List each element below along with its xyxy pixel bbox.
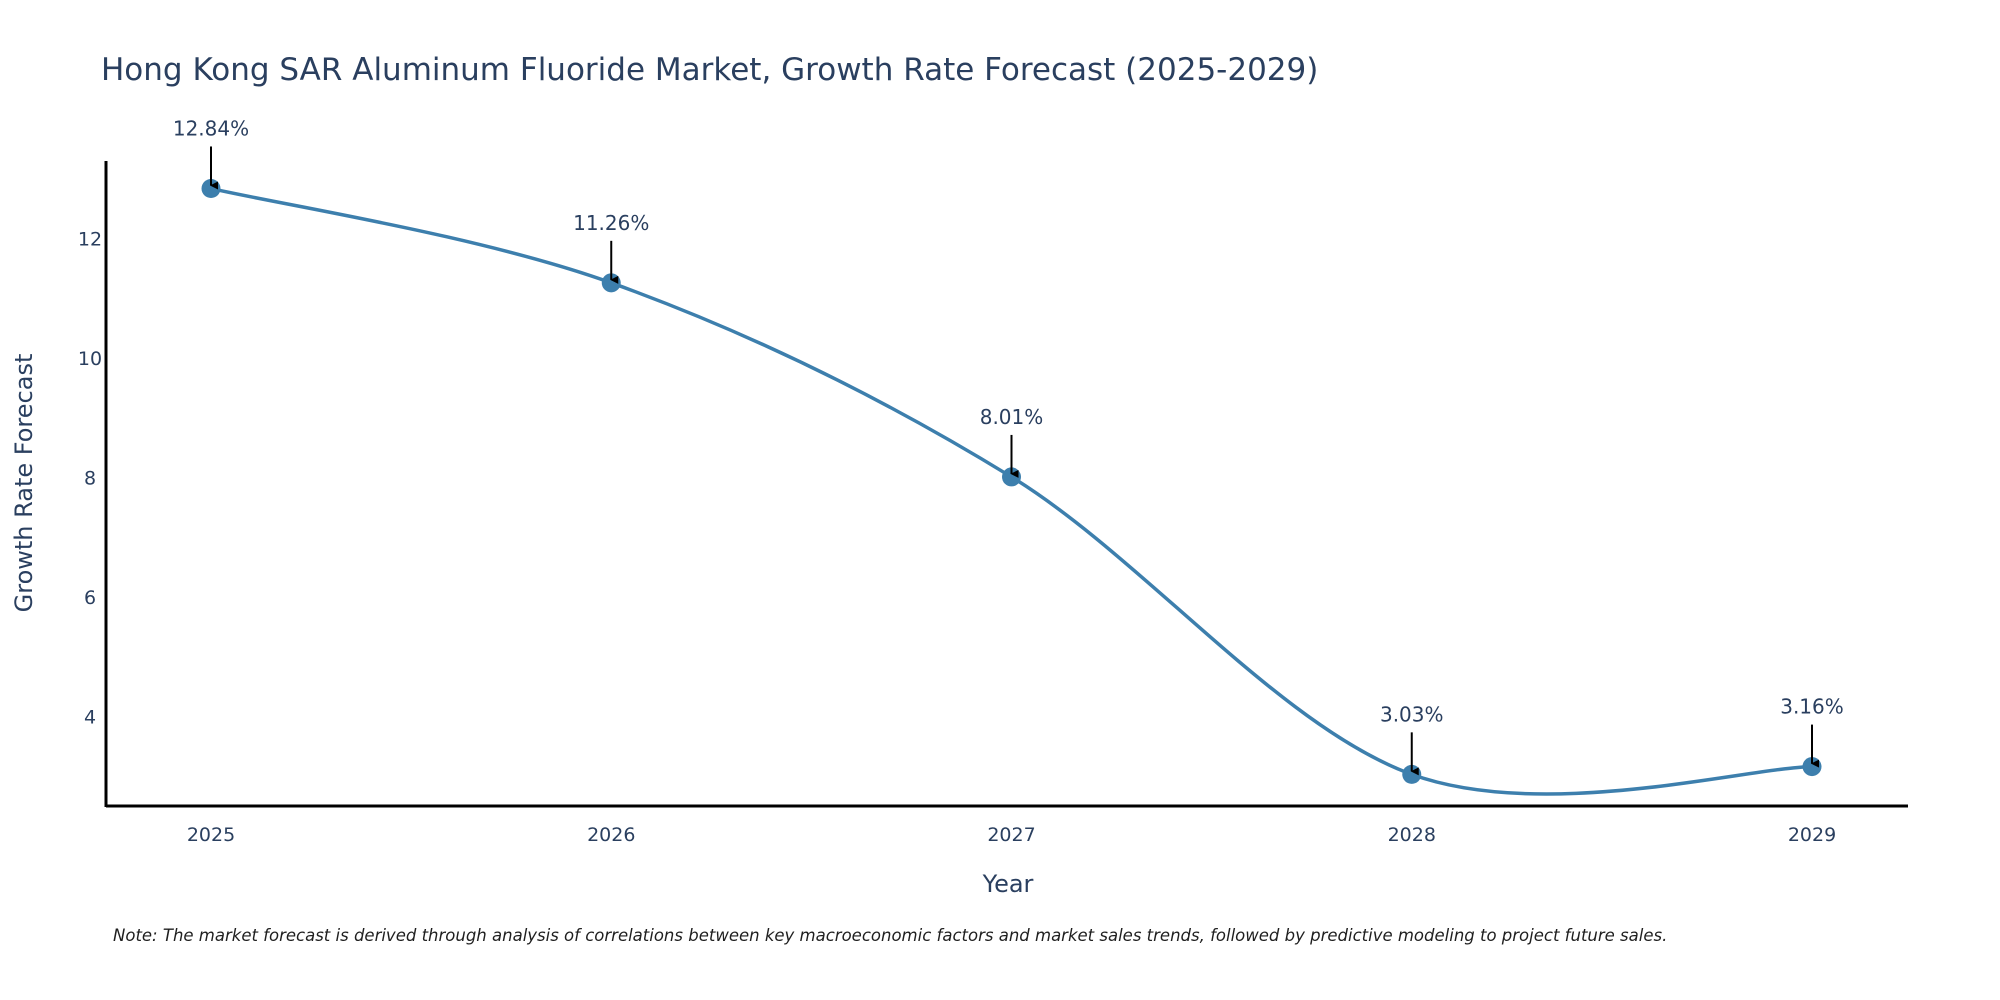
y-tick-label: 10	[78, 348, 102, 370]
annotation-label: 3.16%	[1780, 695, 1844, 719]
x-tick-label: 2026	[587, 824, 635, 846]
y-ticks: 4 6 8 10 12	[78, 229, 102, 729]
y-tick-label: 6	[84, 587, 96, 609]
annotation-label: 11.26%	[573, 211, 649, 235]
x-axis-title: Year	[982, 870, 1034, 898]
y-tick-label: 8	[84, 468, 96, 490]
y-tick-label: 4	[84, 706, 96, 728]
footnote: Note: The market forecast is derived thr…	[113, 926, 1667, 945]
annotations: 12.84% 11.26% 8.01% 3.03% 3.16%	[173, 116, 1844, 776]
x-tick-label: 2028	[1388, 824, 1436, 846]
y-tick-label: 12	[78, 229, 102, 251]
series-line	[210, 186, 1813, 796]
annotation-label: 8.01%	[980, 405, 1044, 429]
x-tick-label: 2029	[1788, 824, 1836, 846]
x-tick-label: 2027	[987, 824, 1035, 846]
x-ticks: 2025 2026 2027 2028 2029	[187, 824, 1836, 846]
chart-title: Hong Kong SAR Aluminum Fluoride Market, …	[101, 52, 1318, 88]
x-tick-label: 2025	[187, 824, 235, 846]
data-points	[201, 178, 1822, 784]
y-axis-title: Growth Rate Forecast	[10, 354, 38, 613]
axes	[104, 161, 1908, 808]
annotation-label: 12.84%	[173, 116, 249, 140]
annotation-label: 3.03%	[1380, 702, 1444, 726]
